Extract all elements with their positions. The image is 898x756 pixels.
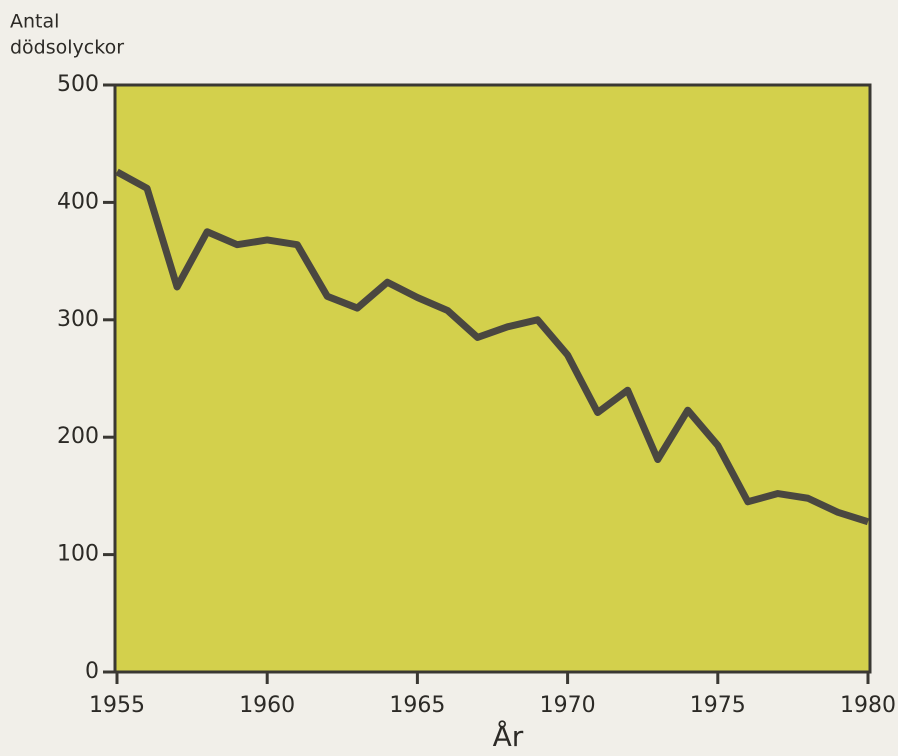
- x-tick-label: 1980: [840, 693, 896, 718]
- y-tick-label: 0: [85, 659, 99, 684]
- y-tick-label: 400: [57, 189, 99, 214]
- x-tick-label: 1970: [540, 693, 596, 718]
- x-tick-label: 1955: [89, 693, 145, 718]
- x-axis-label: År: [493, 719, 524, 753]
- y-tick-label: 300: [57, 307, 99, 332]
- y-tick-label: 100: [57, 542, 99, 567]
- y-tick-label: 200: [57, 424, 99, 449]
- x-tick-label: 1975: [690, 693, 746, 718]
- x-tick-label: 1965: [389, 693, 445, 718]
- y-axis-label: Antal: [10, 11, 59, 33]
- x-tick-label: 1960: [239, 693, 295, 718]
- y-tick-label: 500: [57, 72, 99, 97]
- data-line: [115, 168, 870, 526]
- plot-area: [113, 83, 872, 674]
- y-axis-label: dödsolyckor: [10, 37, 124, 59]
